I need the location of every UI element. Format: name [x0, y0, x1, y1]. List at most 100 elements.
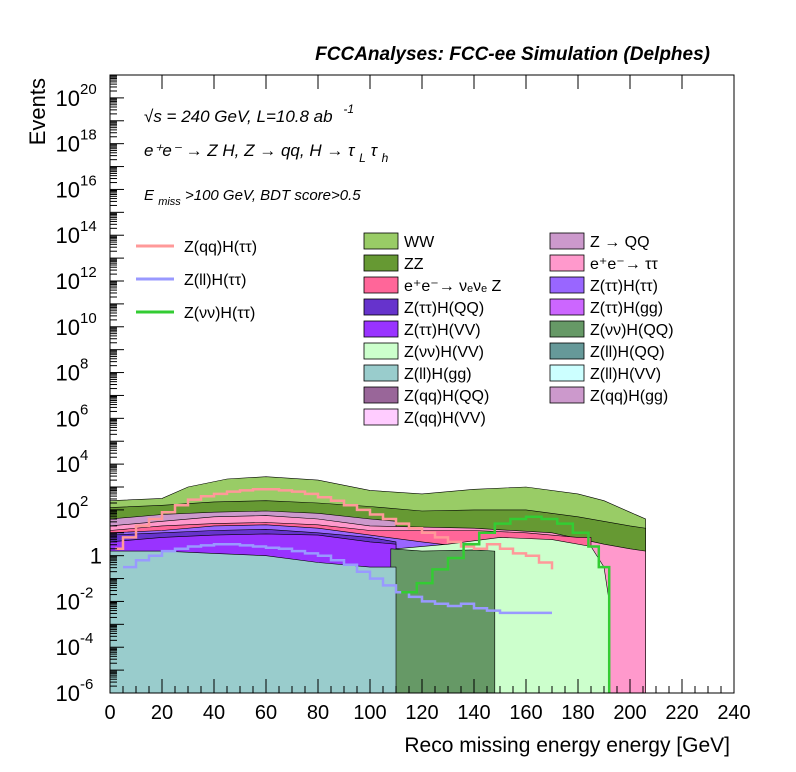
stack-area-10 — [109, 550, 397, 694]
y-tick-label-9: 10 — [56, 269, 80, 294]
legend-c2-label-4: Z(νν)H(QQ) — [590, 322, 674, 339]
legend-line-label-2: Z(νν)H(ττ) — [184, 305, 255, 322]
x-tick-label-2: 40 — [203, 702, 225, 724]
process-annotation: e⁺e⁻ → Z H, Z → qq, H → τ — [144, 141, 356, 160]
legend-c1-label-7: Z(qq)H(QQ) — [404, 388, 489, 405]
legend-c1-swatch-3 — [363, 298, 399, 316]
x-tick-label-0: 0 — [104, 702, 115, 724]
y-tick-label-12: 10 — [56, 132, 80, 157]
chart-header: FCCAnalyses: FCC-ee Simulation (Delphes) — [315, 44, 710, 65]
legend-c2-swatch-0 — [549, 232, 585, 250]
legend-background-col2: Z → QQ e⁺e⁻→ ττ Z(ττ)H(ττ) Z(ττ)H(gg) Z(νν)H… — [549, 232, 674, 405]
y-tick-exponent-13: 20 — [80, 81, 97, 98]
legend-c1-label-3: Z(ττ)H(QQ) — [404, 300, 484, 317]
x-tick-label-11: 220 — [665, 702, 698, 724]
legend-c1-swatch-6 — [363, 364, 399, 382]
energy-annotation-exponent: -1 — [343, 102, 354, 116]
line-group — [115, 488, 611, 693]
y-tick-label-1: 10 — [56, 635, 80, 660]
legend-c1-swatch-1 — [363, 254, 399, 272]
y-tick-exponent-8: 10 — [80, 310, 97, 327]
legend-c1-label-6: Z(ll)H(gg) — [404, 366, 472, 383]
legend-c2-label-0: Z → QQ — [590, 234, 650, 251]
x-axis-ticks: 0 20 40 60 80 100 120 140 160 180 200 220 240 — [104, 75, 751, 724]
x-axis-label: Reco missing energy energy [GeV] — [404, 734, 730, 757]
annotation-block: √s = 240 GeV, L=10.8 ab -1 e⁺e⁻ → Z H, Z… — [144, 102, 389, 209]
legend-c2-label-6: Z(ll)H(VV) — [590, 366, 661, 383]
legend-c2-label-3: Z(ττ)H(gg) — [590, 300, 663, 317]
legend-c1-label-1: ZZ — [404, 256, 424, 273]
svg-text:E miss >100 GeV, B: E miss >100 GeV, BDT score>0.5 — [144, 187, 361, 209]
y-tick-label-6: 10 — [56, 406, 80, 431]
x-tick-label-7: 140 — [457, 702, 490, 724]
process-annotation-tau2: τ — [371, 141, 379, 160]
x-tick-label-1: 20 — [151, 702, 173, 724]
y-tick-label-8: 10 — [56, 315, 80, 340]
y-tick-exponent-5: 4 — [80, 447, 88, 464]
legend-c1-label-4: Z(ττ)H(VV) — [404, 322, 481, 339]
cut-annotation-rest: >100 GeV, BDT score>0.5 — [185, 187, 361, 204]
signal-line-2 — [401, 515, 611, 693]
legend-c2-label-1: e⁺e⁻→ ττ — [590, 256, 658, 273]
legend-c2-label-7: Z(qq)H(gg) — [590, 388, 668, 405]
cut-annotation-E: E — [144, 187, 155, 204]
legend-c1-label-8: Z(qq)H(VV) — [404, 410, 486, 427]
y-tick-label-3: 1 — [90, 544, 102, 569]
process-annotation-sub1: L — [359, 151, 366, 165]
legend-c2-swatch-1 — [549, 254, 585, 272]
signal-line-0 — [115, 488, 554, 570]
y-tick-exponent-7: 8 — [80, 356, 88, 373]
legend-c2-label-5: Z(ll)H(QQ) — [590, 344, 665, 361]
process-annotation-sub2: h — [382, 151, 389, 165]
svg-text:√s = 240 GeV, L=10.8 ab: √s = 240 GeV, L=10.8 ab -1 — [144, 102, 354, 126]
legend-c1-label-5: Z(νν)H(VV) — [404, 344, 484, 361]
y-tick-label-7: 10 — [56, 361, 80, 386]
legend-c1-swatch-8 — [363, 408, 399, 426]
y-tick-exponent-9: 12 — [80, 264, 97, 281]
x-tick-label-10: 200 — [613, 702, 646, 724]
y-tick-label-2: 10 — [56, 589, 80, 614]
legend-c2-swatch-7 — [549, 386, 585, 404]
y-tick-label-13: 10 — [56, 86, 80, 111]
y-tick-exponent-1: -4 — [80, 630, 93, 647]
legend-c1-swatch-0 — [363, 232, 399, 250]
y-tick-label-11: 10 — [56, 177, 80, 202]
legend-c2-swatch-5 — [549, 342, 585, 360]
stack-group — [109, 476, 646, 694]
legend-c1-swatch-7 — [363, 386, 399, 404]
x-tick-label-8: 160 — [509, 702, 542, 724]
legend-line-label-0: Z(qq)H(ττ) — [184, 239, 257, 256]
x-tick-label-4: 80 — [307, 702, 329, 724]
legend-signal: Z(qq)H(ττ) Z(ll)H(ττ) Z(νν)H(ττ) — [136, 239, 257, 322]
x-tick-label-9: 180 — [561, 702, 594, 724]
legend-c2-swatch-4 — [549, 320, 585, 338]
y-tick-exponent-11: 16 — [80, 172, 97, 189]
x-tick-label-12: 240 — [717, 702, 750, 724]
y-tick-exponent-10: 14 — [80, 218, 97, 235]
legend-c1-swatch-5 — [363, 342, 399, 360]
y-tick-label-4: 10 — [56, 498, 80, 523]
legend-c2-swatch-2 — [549, 276, 585, 294]
x-tick-label-6: 120 — [405, 702, 438, 724]
legend-c2-swatch-6 — [549, 364, 585, 382]
y-tick-label-10: 10 — [56, 223, 80, 248]
legend-c1-swatch-4 — [363, 320, 399, 338]
y-tick-label-0: 10 — [56, 681, 80, 706]
legend-line-label-1: Z(ll)H(ττ) — [184, 272, 246, 289]
legend-c1-swatch-2 — [363, 276, 399, 294]
signal-line-1 — [123, 542, 552, 615]
y-axis-label: Events — [25, 78, 50, 145]
energy-annotation: √s = 240 GeV, L=10.8 ab — [144, 107, 333, 126]
cut-annotation-sub: miss — [158, 196, 181, 208]
y-tick-exponent-12: 18 — [80, 127, 97, 144]
legend-c1-label-2: e⁺e⁻→ νₑνₑ Z — [404, 278, 501, 295]
legend-c2-label-2: Z(ττ)H(ττ) — [590, 278, 658, 295]
y-tick-exponent-6: 6 — [80, 401, 88, 418]
legend-c2-swatch-3 — [549, 298, 585, 316]
svg-text:e⁺e⁻ → Z H, Z → qq, H → τ: e⁺e⁻ → Z H, Z → qq, H → τ L τ h — [144, 141, 389, 166]
y-tick-exponent-4: 2 — [80, 493, 88, 510]
y-tick-exponent-2: -2 — [80, 584, 93, 601]
legend-c1-label-0: WW — [404, 234, 435, 251]
